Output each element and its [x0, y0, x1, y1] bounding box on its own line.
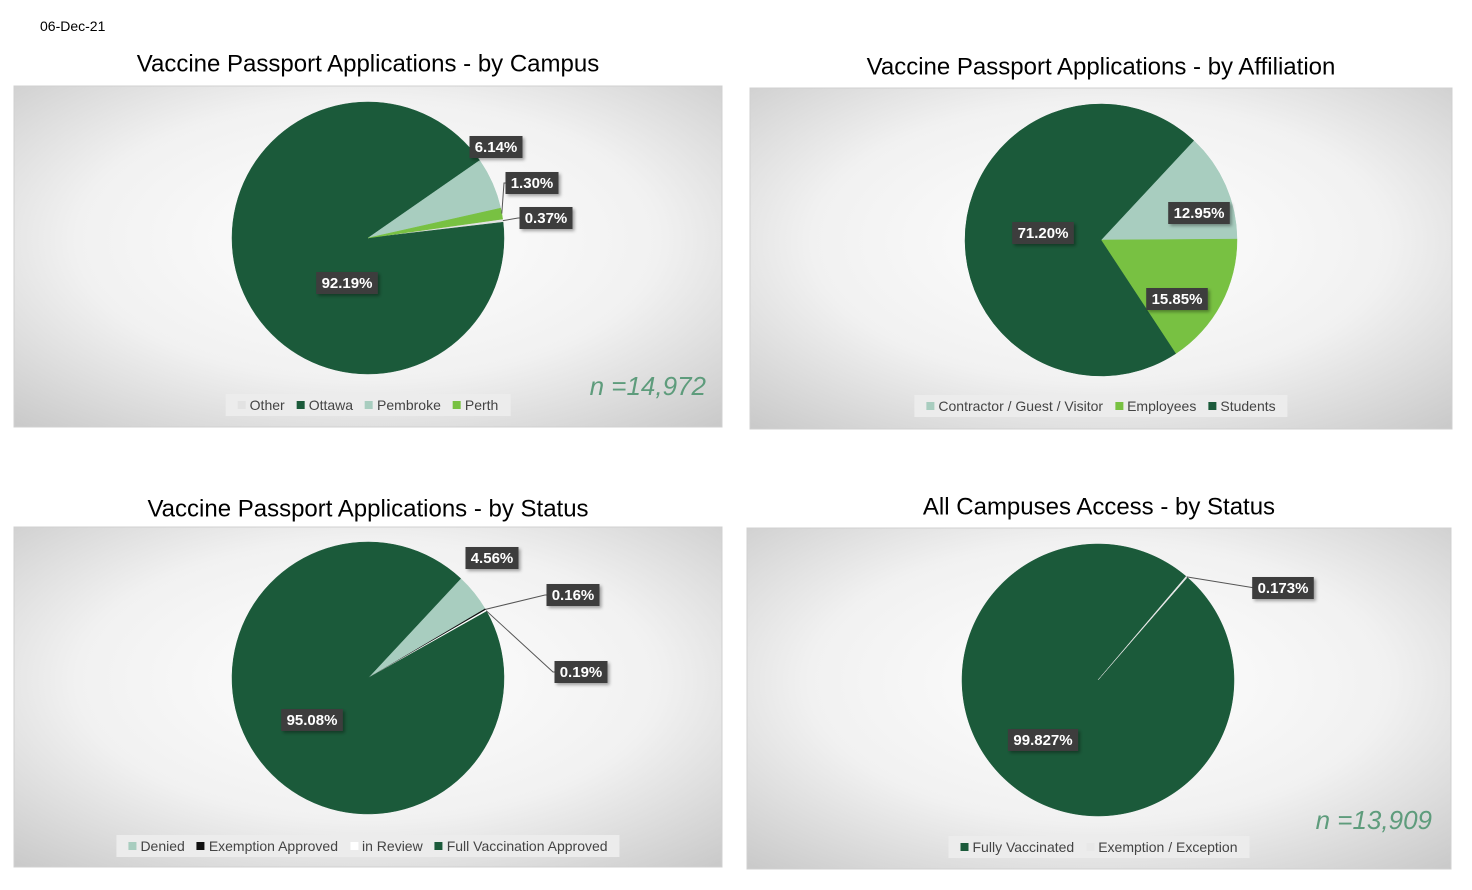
legend-item: Ottawa	[296, 397, 354, 413]
legend-swatch	[196, 842, 205, 850]
label-box	[469, 136, 523, 158]
data-label: 6.14%	[475, 139, 518, 156]
legend-label: Exemption / Exception	[1098, 839, 1238, 855]
pie-slice	[231, 541, 505, 815]
legend-item: Other	[237, 397, 285, 413]
data-label: 99.827%	[1013, 732, 1072, 749]
data-label: 71.20%	[1018, 225, 1069, 242]
label-box	[1007, 729, 1079, 751]
legend-label: Pembroke	[377, 397, 441, 413]
label-box	[1168, 202, 1230, 224]
report-date: 06-Dec-21	[40, 18, 106, 34]
legend-item: Exemption Approved	[196, 838, 339, 854]
legend-label: Fully Vaccinated	[972, 839, 1075, 855]
data-label: 0.37%	[525, 210, 568, 227]
data-label: 4.56%	[471, 550, 514, 567]
data-label: 1.30%	[511, 175, 554, 192]
legend-item: Pembroke	[365, 397, 441, 413]
legend: Other Ottawa Pembroke Perth	[225, 394, 511, 416]
label-box	[519, 207, 573, 229]
chart-title: Vaccine Passport Applications - by Affil…	[867, 53, 1336, 80]
legend-label: Denied	[140, 838, 185, 854]
legend-swatch	[350, 842, 359, 850]
data-label: 0.19%	[560, 664, 603, 681]
legend-item: in Review	[350, 838, 423, 854]
chart-title: Vaccine Passport Applications - by Statu…	[147, 495, 588, 522]
label-box	[1252, 577, 1314, 599]
label-box	[465, 547, 519, 569]
legend-item: Full Vaccination Approved	[434, 838, 608, 854]
legend-swatch	[128, 842, 137, 850]
label-box	[546, 584, 600, 606]
legend-swatch	[926, 402, 935, 410]
legend-item: Denied	[128, 838, 185, 854]
label-box	[554, 661, 608, 683]
legend-item: Students	[1208, 398, 1276, 414]
label-box	[505, 172, 559, 194]
data-label: 12.95%	[1174, 205, 1225, 222]
pie-slice	[964, 103, 1195, 377]
legend-item: Contractor / Guest / Visitor	[926, 398, 1103, 414]
legend: Fully Vaccinated Exemption / Exception	[948, 836, 1250, 858]
label-box	[281, 709, 343, 731]
legend: Denied Exemption Approved in Review Full Va…	[116, 835, 620, 857]
legend-item: Exemption / Exception	[1086, 839, 1237, 855]
legend-label: Contractor / Guest / Visitor	[938, 398, 1104, 414]
legend-swatch	[1115, 402, 1124, 410]
legend-item: Fully Vaccinated	[960, 839, 1075, 855]
legend-label: Other	[249, 397, 285, 413]
legend-swatch	[960, 843, 969, 851]
legend-swatch	[365, 401, 374, 409]
sample-size: n =13,909	[1316, 805, 1432, 835]
chart-title: All Campuses Access - by Status	[923, 493, 1275, 520]
legend-item: Perth	[452, 397, 499, 413]
data-label: 95.08%	[287, 712, 338, 729]
data-label: 92.19%	[322, 275, 373, 292]
label-box	[1146, 288, 1208, 310]
legend-swatch	[296, 401, 305, 409]
data-label: 15.85%	[1152, 291, 1203, 308]
legend-label: Full Vaccination Approved	[446, 838, 608, 854]
legend-label: Ottawa	[308, 397, 354, 413]
label-box	[316, 272, 378, 294]
legend-swatch	[1208, 402, 1217, 410]
legend-item: Employees	[1115, 398, 1196, 414]
legend-label: Students	[1220, 398, 1276, 414]
legend-label: Perth	[464, 397, 499, 413]
sample-size: n =14,972	[590, 371, 707, 401]
legend-label: in Review	[362, 838, 423, 854]
legend-label: Exemption Approved	[208, 838, 339, 854]
chart-title: Vaccine Passport Applications - by Campu…	[137, 50, 599, 77]
legend-swatch	[237, 401, 246, 409]
legend-swatch	[1086, 843, 1095, 851]
legend-swatch	[434, 842, 443, 850]
label-box	[1012, 222, 1074, 244]
data-label: 0.16%	[552, 587, 595, 604]
legend-swatch	[452, 401, 461, 409]
legend: Contractor / Guest / Visitor Employees Stu…	[914, 395, 1288, 417]
data-label: 0.173%	[1258, 580, 1309, 597]
legend-label: Employees	[1127, 398, 1197, 414]
